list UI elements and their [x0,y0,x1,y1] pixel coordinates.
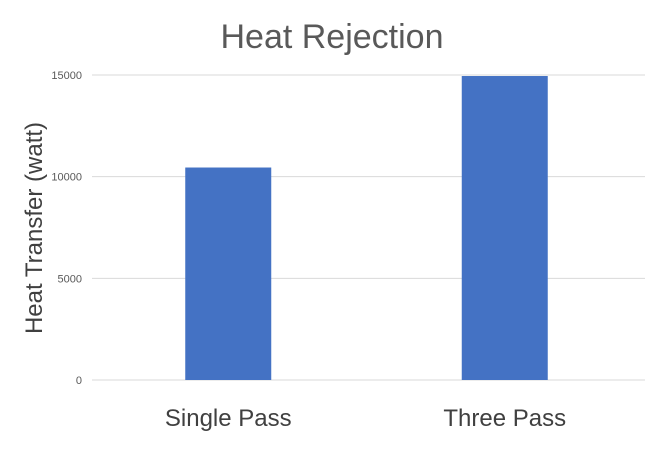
y-tick-labels: 0 5000 10000 15000 [51,70,82,387]
category-label-three-pass: Three Pass [443,405,566,432]
bar-three-pass [461,76,548,381]
gridlines [92,74,645,381]
bar-single-pass [185,167,272,380]
y-tick-label-0: 0 [76,375,82,387]
category-label-single-pass: Single Pass [165,405,292,432]
chart-title: Heat Rejection [220,18,443,56]
bars [185,76,548,381]
y-tick-label-15000: 15000 [51,70,82,82]
y-axis-title: Heat Transfer (watt) [21,122,48,334]
y-tick-label-10000: 10000 [51,172,82,184]
category-labels: Single Pass Three Pass [165,405,566,432]
y-tick-label-5000: 5000 [58,273,82,285]
